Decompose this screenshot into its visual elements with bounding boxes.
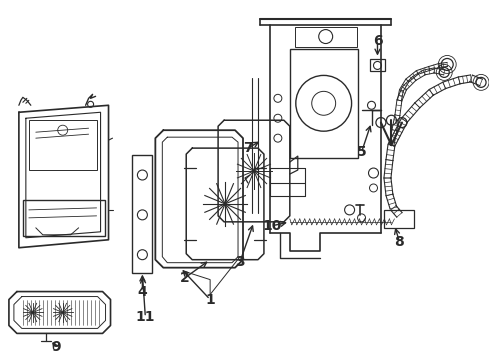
Text: 3: 3 [235,255,245,269]
Bar [23,200,104,236]
Text: 11: 11 [136,310,155,324]
Text: 10: 10 [262,219,282,233]
Bar [295,27,357,46]
Text: 5: 5 [357,145,367,159]
Text: 2: 2 [180,271,190,285]
Text: 4: 4 [138,284,147,298]
Text: 9: 9 [51,340,61,354]
Bar [369,59,386,71]
Text: 7: 7 [243,141,253,155]
Text: 8: 8 [394,235,404,249]
Text: 1: 1 [205,293,215,306]
Text: 6: 6 [373,33,382,48]
Bar [385,210,415,228]
Bar [29,120,97,170]
Bar [132,155,152,273]
Bar [290,49,358,158]
